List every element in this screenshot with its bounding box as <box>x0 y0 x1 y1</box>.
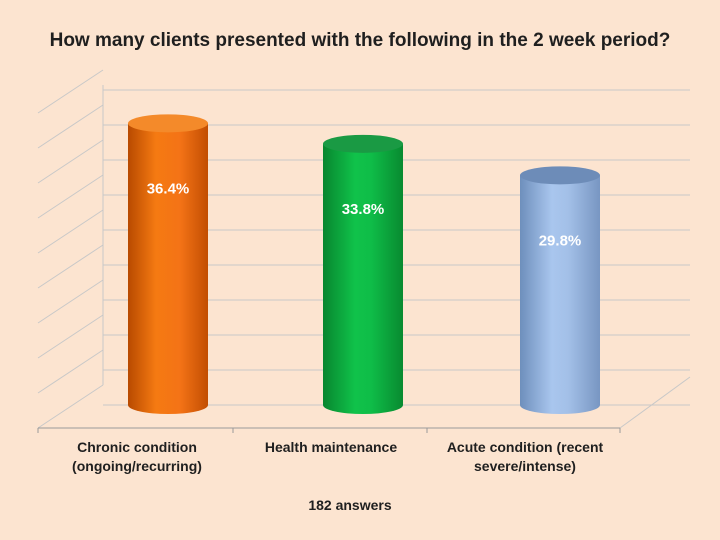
category-label: Chronic condition (ongoing/recurring) <box>72 439 202 474</box>
category-label: Health maintenance <box>264 439 398 455</box>
bar-body <box>323 143 403 414</box>
bar <box>323 134 403 414</box>
data-label: 36.4% <box>147 180 190 197</box>
category-label: Acute condition (recent severe/intense) <box>446 439 604 474</box>
bars: 36.4% 33.8% 29.8% <box>128 114 600 414</box>
bar-top <box>128 114 208 133</box>
bar-body <box>128 123 208 414</box>
gridline <box>37 279 104 324</box>
bar-top <box>323 134 403 153</box>
bar <box>520 166 600 414</box>
gridline <box>37 349 104 394</box>
data-label: 29.8% <box>539 232 582 249</box>
data-label: 33.8% <box>342 201 385 218</box>
bar-body <box>520 175 600 414</box>
floor-edge <box>619 376 691 429</box>
bar <box>128 114 208 414</box>
gridline <box>37 244 104 289</box>
x-axis <box>37 427 621 433</box>
gridline <box>37 69 104 114</box>
chart-title: How many clients presented with the foll… <box>49 30 671 51</box>
gridline <box>37 314 104 359</box>
gridline <box>37 384 104 429</box>
gridline <box>37 139 104 184</box>
gridline <box>37 174 104 219</box>
response-count: 182 answers <box>308 497 392 513</box>
gridline <box>37 104 104 149</box>
gridline <box>37 209 104 254</box>
bar-top <box>520 166 600 185</box>
